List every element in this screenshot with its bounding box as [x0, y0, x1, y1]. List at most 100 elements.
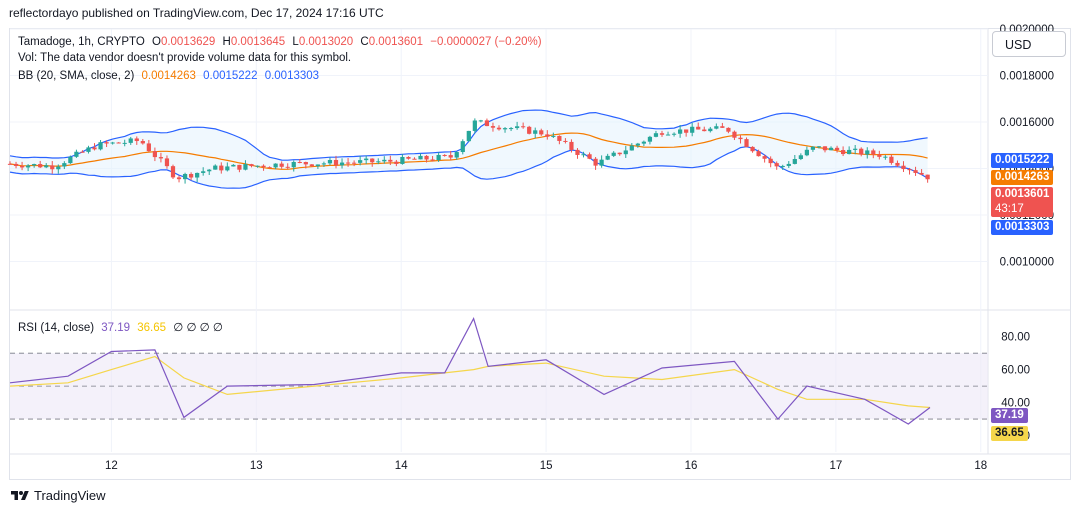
change-label: −0.0000027 (−0.20%) — [430, 36, 542, 48]
candle-body — [364, 158, 369, 161]
candle-body — [460, 141, 465, 153]
volume-note: Vol: The data vendor doesn't provide vol… — [18, 52, 352, 64]
tradingview-logo-icon — [11, 490, 29, 500]
candle-body — [816, 146, 822, 148]
candle-body — [702, 129, 707, 132]
x-tick-label: 16 — [685, 460, 698, 472]
candle-body — [653, 133, 659, 137]
candle-body — [400, 156, 405, 164]
rsi-line — [9, 317, 931, 425]
candle-body — [418, 155, 423, 160]
bb-lower-value: 0.0013303 — [264, 70, 320, 82]
rsi-tag: 37.19 — [991, 408, 1028, 423]
bb-upper-value: 0.0015222 — [203, 70, 258, 82]
candle-body — [170, 166, 176, 178]
candle-body — [333, 159, 339, 166]
candle-body — [213, 165, 218, 170]
candle-body — [370, 158, 375, 163]
x-tick-label: 14 — [395, 460, 408, 472]
candle-body — [424, 155, 429, 160]
candle-body — [539, 130, 544, 135]
rsi-legend: RSI (14, close) 37.19 36.65 ∅ ∅ ∅ ∅ — [18, 320, 227, 334]
candle-body — [74, 151, 79, 157]
footer-brand[interactable]: TradingView — [10, 488, 106, 503]
candle-body — [321, 163, 327, 165]
candle-body — [690, 126, 695, 133]
candle-body — [647, 136, 653, 142]
candle-body — [792, 159, 797, 164]
candle-body — [665, 134, 671, 136]
candle-body — [659, 133, 665, 135]
candle-body — [484, 120, 490, 127]
y-tick-label: 0.0010000 — [1000, 257, 1054, 269]
candle-body — [164, 158, 170, 167]
rsi-extra-values: ∅ ∅ ∅ ∅ — [173, 322, 223, 334]
candle-body — [732, 131, 737, 138]
candle-body — [774, 163, 779, 167]
candle-body — [442, 154, 447, 156]
candle-body — [593, 158, 598, 166]
candle-body — [744, 139, 749, 147]
rsi-ma-value: 36.65 — [137, 322, 167, 334]
currency-button[interactable]: USD — [992, 31, 1066, 57]
candle-body — [502, 128, 508, 130]
candle-body — [490, 126, 496, 128]
candle-body — [7, 163, 13, 165]
candle-body — [56, 166, 61, 170]
candle-body — [146, 143, 151, 152]
candle-body — [261, 165, 266, 168]
candle-body — [38, 164, 43, 168]
rsi-ma-tag: 36.65 — [991, 426, 1028, 441]
candle-body — [696, 126, 701, 130]
candle-body — [231, 164, 236, 167]
publish-info: reflectordayo published on TradingView.c… — [9, 6, 384, 20]
bollinger-basis-line — [9, 132, 928, 170]
upper-band-tag: 0.0015222 — [991, 153, 1054, 168]
candle-body — [388, 159, 393, 162]
candle-body — [714, 126, 719, 129]
candle-body — [629, 145, 634, 151]
candle-body — [883, 156, 888, 158]
candle-body — [738, 137, 743, 140]
candle-body — [68, 156, 73, 164]
candle-body — [786, 163, 791, 166]
last-price-tag: 0.0013601 43:17 — [991, 187, 1054, 217]
rsi-y-tick-label: 60.00 — [1001, 365, 1030, 377]
candle-body — [128, 138, 133, 143]
candle-body — [382, 159, 387, 162]
candle-body — [720, 126, 725, 128]
candle-body — [623, 150, 628, 155]
candle-body — [116, 142, 121, 144]
lower-band-tag: 0.0013303 — [991, 220, 1054, 235]
candle-body — [605, 155, 610, 160]
x-tick-label: 12 — [105, 460, 118, 472]
bb-legend: BB (20, SMA, close, 2) 0.0014263 0.00152… — [18, 70, 323, 82]
candle-body — [376, 161, 381, 163]
candle-body — [581, 154, 586, 156]
bb-basis-value: 0.0014263 — [141, 70, 196, 82]
candle-body — [92, 147, 97, 150]
candle-body — [925, 174, 930, 180]
candle-body — [508, 128, 514, 130]
candle-body — [297, 161, 302, 163]
candle-body — [551, 135, 556, 137]
candle-body — [859, 148, 864, 155]
candle-body — [575, 149, 580, 155]
candle-body — [472, 120, 477, 131]
candle-body — [822, 146, 828, 151]
candle-body — [104, 142, 109, 144]
candle-body — [919, 172, 924, 175]
candle-body — [448, 155, 453, 158]
candle-body — [19, 165, 25, 168]
candle-body — [847, 149, 852, 155]
candle-body — [521, 126, 526, 128]
candle-body — [804, 149, 810, 156]
candle-body — [533, 130, 538, 134]
candle-body — [840, 150, 846, 155]
price-legend: Tamadoge, 1h, CRYPTO O0.0013629 H0.00136… — [18, 36, 546, 48]
candle-body — [798, 155, 803, 160]
candle-body — [587, 154, 592, 159]
candle-body — [176, 177, 182, 180]
candle-body — [62, 163, 67, 167]
candle-body — [563, 140, 568, 142]
